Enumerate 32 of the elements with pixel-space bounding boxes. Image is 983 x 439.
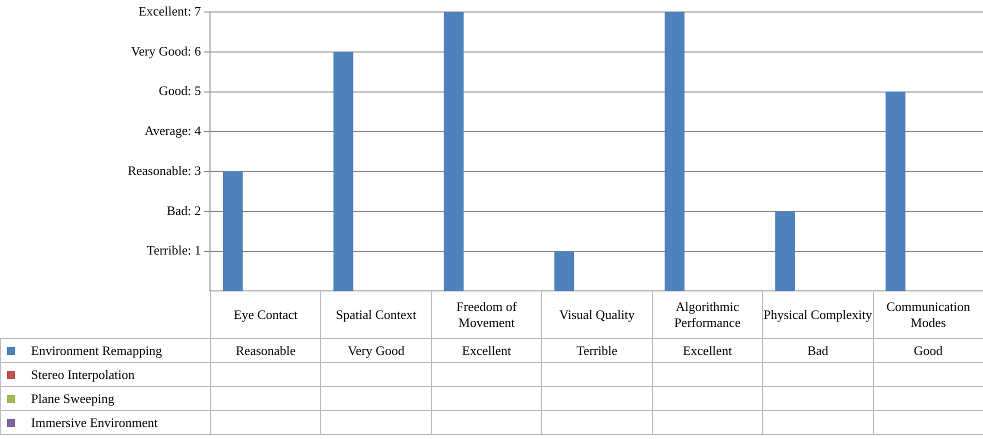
x-tick-label: Communication Modes [873, 290, 983, 338]
y-tick-label: Good: 5 [158, 83, 201, 98]
x-tick-label: Visual Quality [542, 290, 652, 338]
x-tick-label: Physical Complexity [762, 290, 874, 338]
legend-label: Environment Remapping [31, 342, 162, 358]
bar [554, 251, 574, 292]
data-label: Excellent [431, 338, 542, 362]
legend-label: Stereo Interpolation [31, 366, 135, 382]
x-tick-label: Algorithmic Performance [652, 290, 763, 338]
legend-label: Plane Sweeping [31, 390, 114, 406]
bar [223, 172, 243, 292]
y-tick-label: Excellent: 7 [138, 3, 202, 18]
bar [775, 211, 795, 292]
bar [444, 12, 464, 292]
data-label: Excellent [652, 338, 763, 362]
bar [664, 12, 685, 292]
data-label: Bad [762, 338, 874, 362]
y-tick-label: Reasonable: 3 [128, 162, 201, 178]
x-tick-label: Eye Contact [210, 290, 321, 338]
x-tick-label: Spatial Context [320, 290, 432, 338]
bar [333, 52, 354, 292]
x-tick-label: Freedom of Movement [431, 290, 542, 338]
data-label: Reasonable [210, 338, 321, 362]
legend-label: Immersive Environment [31, 414, 158, 430]
data-label: Terrible [542, 338, 652, 362]
data-label: Very Good [320, 338, 432, 362]
y-tick-label: Average: 4 [144, 123, 202, 138]
y-tick-label: Bad: 2 [166, 202, 201, 218]
y-tick-label: Very Good: 6 [130, 43, 202, 58]
bar [886, 92, 906, 292]
y-tick-label: Terrible: 1 [146, 242, 201, 258]
data-label: Good [873, 338, 983, 362]
